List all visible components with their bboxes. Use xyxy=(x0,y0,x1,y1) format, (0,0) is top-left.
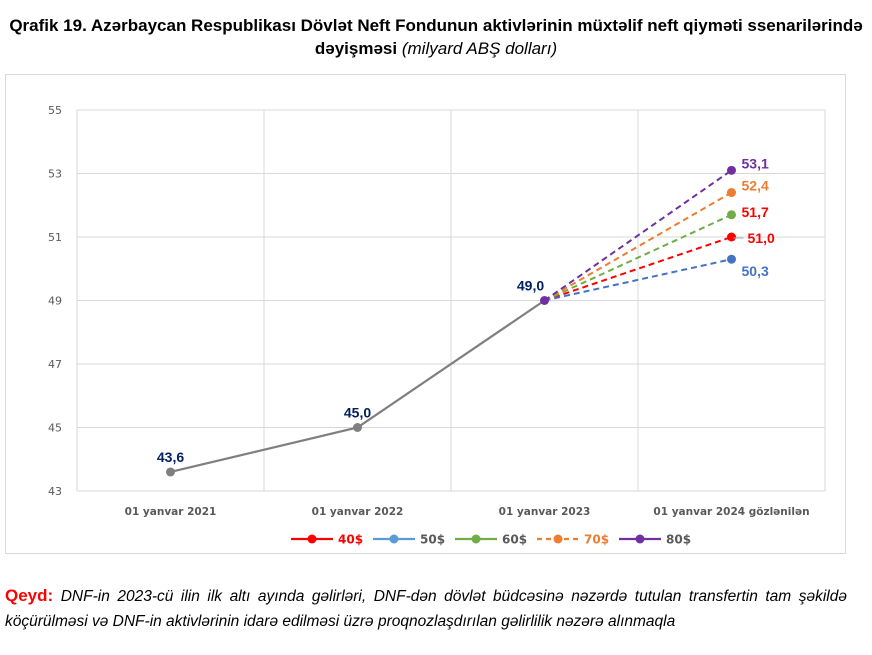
footnote-text: DNF-in 2023-cü ilin ilk altı ayında gəli… xyxy=(5,588,847,630)
series-line-40usd xyxy=(544,236,732,302)
history-data-label: 43,6 xyxy=(157,449,184,465)
history-data-label: 45,0 xyxy=(344,405,371,421)
history-point xyxy=(353,423,362,432)
legend-item-60usd-marker xyxy=(471,534,481,544)
legend-item-50usd-marker xyxy=(389,534,399,544)
legend-item-40usd-marker xyxy=(307,534,317,544)
series-line-80usd xyxy=(543,169,733,302)
x-tick-label: 01 yanvar 2022 xyxy=(312,506,404,518)
legend-item-70usd-label: 70$ xyxy=(584,533,609,547)
x-tick-label: 01 yanvar 2023 xyxy=(499,506,591,518)
history-point xyxy=(540,296,549,305)
legend-item-60usd-label: 60$ xyxy=(502,533,527,547)
series-line-60usd xyxy=(544,213,732,302)
legend-item-70usd-marker xyxy=(553,534,563,544)
series-line-70usd xyxy=(544,191,732,302)
line-chart: 43 45 47 49 51 53 55 01 yanvar 2021 01 yanvar 20… xyxy=(48,104,826,547)
history-line xyxy=(170,299,546,474)
y-tick-label: 47 xyxy=(48,358,62,371)
footnote-label: Qeyd: xyxy=(5,586,54,605)
series-data-label: 51,0 xyxy=(748,230,775,246)
chart-frame xyxy=(5,74,846,554)
x-tick-label: 01 yanvar 2021 xyxy=(125,506,217,518)
series-point-70usd xyxy=(727,188,736,198)
series-data-label: 53,1 xyxy=(742,155,769,171)
legend-item-50usd-label: 50$ xyxy=(420,533,445,547)
chart-title-unit: (milyard ABŞ dolları) xyxy=(401,39,558,58)
series-data-label: 51,7 xyxy=(742,204,769,220)
y-tick-label: 43 xyxy=(48,485,62,498)
series-point-50usd xyxy=(727,254,736,264)
series-point-80usd xyxy=(727,165,736,175)
legend-item-40usd-label: 40$ xyxy=(338,533,363,547)
series-data-label: 52,4 xyxy=(742,178,769,194)
history-point xyxy=(166,467,175,477)
y-tick-label: 51 xyxy=(48,231,62,244)
y-tick-label: 49 xyxy=(48,295,62,308)
series-point-40usd xyxy=(727,232,736,242)
y-tick-label: 53 xyxy=(48,168,62,181)
series-data-label: 50,3 xyxy=(742,263,769,279)
series-line-50usd xyxy=(544,258,732,302)
y-tick-label: 45 xyxy=(48,422,62,435)
chart-title: Qrafik 19. Azərbaycan Respublikası Dövlə… xyxy=(0,14,872,60)
footnote: Qeyd: DNF-in 2023-cü ilin ilk altı ayınd… xyxy=(5,583,847,634)
history-data-label: 49,0 xyxy=(517,278,544,294)
legend-item-80usd-marker xyxy=(635,534,645,544)
x-tick-label: 01 yanvar 2024 gözlənilən xyxy=(653,506,809,518)
y-tick-label: 55 xyxy=(48,104,62,117)
series-point-60usd xyxy=(727,210,736,220)
chart-title-main: Qrafik 19. Azərbaycan Respublikası Dövlə… xyxy=(9,16,863,58)
legend-item-80usd-label: 80$ xyxy=(666,533,691,547)
